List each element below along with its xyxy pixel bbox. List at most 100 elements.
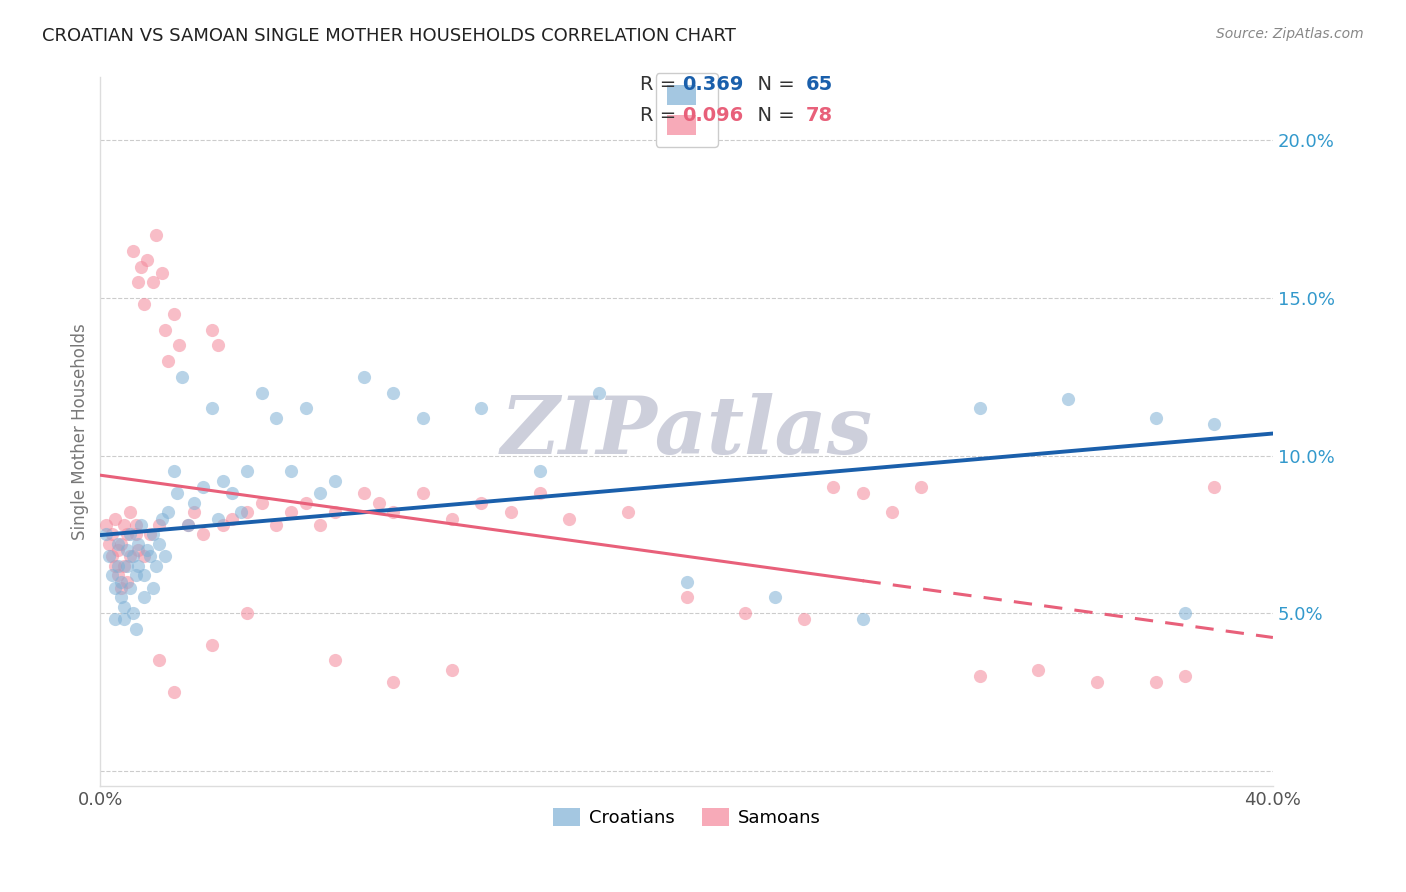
Point: [112, 612, 135, 626]
Point: [382, 675, 405, 690]
Point: [250, 496, 273, 510]
Text: 0.369: 0.369: [682, 75, 744, 95]
Point: [823, 480, 845, 494]
Point: [150, 511, 173, 525]
Point: [107, 543, 129, 558]
Point: [1028, 663, 1050, 677]
Point: [294, 496, 316, 510]
Point: [169, 338, 191, 352]
Point: [280, 505, 302, 519]
Point: [148, 653, 170, 667]
Text: 78: 78: [806, 106, 832, 126]
Point: [162, 464, 184, 478]
Point: [96, 527, 118, 541]
Point: [470, 496, 492, 510]
Point: [139, 549, 162, 564]
Point: [131, 517, 153, 532]
Point: [134, 297, 156, 311]
Point: [118, 549, 141, 564]
Point: [142, 581, 165, 595]
Text: 65: 65: [806, 75, 832, 95]
Point: [353, 486, 375, 500]
Point: [110, 581, 132, 595]
Point: [1085, 675, 1108, 690]
Point: [115, 574, 138, 589]
Text: N =: N =: [745, 75, 801, 95]
Point: [101, 549, 124, 564]
Point: [675, 591, 697, 605]
Point: [323, 505, 346, 519]
Point: [309, 486, 332, 500]
Point: [470, 401, 492, 416]
Point: [191, 527, 214, 541]
Point: [110, 537, 132, 551]
Point: [124, 568, 146, 582]
Point: [212, 474, 235, 488]
Point: [127, 543, 149, 558]
Point: [367, 496, 389, 510]
Point: [264, 517, 287, 532]
Point: [142, 527, 165, 541]
Point: [851, 486, 873, 500]
Point: [734, 606, 756, 620]
Point: [441, 511, 464, 525]
Point: [98, 537, 121, 551]
Point: [134, 568, 156, 582]
Point: [112, 599, 135, 614]
Point: [118, 505, 141, 519]
Point: [177, 517, 200, 532]
Point: [1174, 606, 1197, 620]
Point: [101, 568, 124, 582]
Point: [264, 410, 287, 425]
Point: [145, 227, 167, 242]
Point: [112, 558, 135, 573]
Point: [118, 527, 141, 541]
Point: [127, 558, 149, 573]
Point: [1174, 669, 1197, 683]
Point: [142, 275, 165, 289]
Point: [110, 591, 132, 605]
Point: [101, 527, 124, 541]
Point: [675, 574, 697, 589]
Point: [162, 307, 184, 321]
Point: [150, 266, 173, 280]
Point: [412, 410, 434, 425]
Point: [353, 369, 375, 384]
Point: [166, 486, 188, 500]
Point: [1204, 480, 1226, 494]
Point: [124, 517, 146, 532]
Point: [107, 537, 129, 551]
Point: [910, 480, 932, 494]
Point: [221, 486, 243, 500]
Point: [191, 480, 214, 494]
Text: ZIPatlas: ZIPatlas: [501, 393, 873, 471]
Point: [201, 401, 224, 416]
Point: [201, 322, 224, 336]
Point: [112, 517, 135, 532]
Point: [104, 612, 127, 626]
Point: [124, 527, 146, 541]
Legend: Croatians, Samoans: Croatians, Samoans: [546, 800, 828, 834]
Point: [134, 549, 156, 564]
Point: [529, 486, 551, 500]
Point: [98, 549, 121, 564]
Text: CROATIAN VS SAMOAN SINGLE MOTHER HOUSEHOLDS CORRELATION CHART: CROATIAN VS SAMOAN SINGLE MOTHER HOUSEHO…: [42, 27, 737, 45]
Point: [236, 464, 259, 478]
Point: [229, 505, 252, 519]
Point: [969, 401, 991, 416]
Point: [153, 322, 176, 336]
Point: [588, 385, 610, 400]
Point: [118, 581, 141, 595]
Point: [127, 537, 149, 551]
Point: [153, 549, 176, 564]
Point: [104, 511, 127, 525]
Point: [107, 558, 129, 573]
Point: [136, 543, 159, 558]
Point: [617, 505, 640, 519]
Point: [156, 505, 179, 519]
Point: [323, 474, 346, 488]
Point: [115, 527, 138, 541]
Point: [280, 464, 302, 478]
Point: [139, 527, 162, 541]
Point: [382, 505, 405, 519]
